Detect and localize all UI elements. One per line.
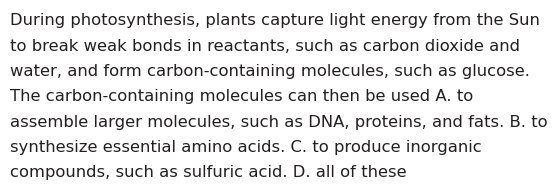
Text: assemble larger molecules, such as DNA, proteins, and fats. B. to: assemble larger molecules, such as DNA, … [10, 115, 547, 130]
Text: The carbon-containing molecules can then be used A. to: The carbon-containing molecules can then… [10, 89, 473, 104]
Text: compounds, such as sulfuric acid. D. all of these: compounds, such as sulfuric acid. D. all… [10, 165, 407, 180]
Text: synthesize essential amino acids. C. to produce inorganic: synthesize essential amino acids. C. to … [10, 140, 482, 155]
Text: water, and form carbon-containing molecules, such as glucose.: water, and form carbon-containing molecu… [10, 64, 530, 79]
Text: to break weak bonds in reactants, such as carbon dioxide and: to break weak bonds in reactants, such a… [10, 39, 520, 54]
Text: During photosynthesis, plants capture light energy from the Sun: During photosynthesis, plants capture li… [10, 13, 540, 28]
